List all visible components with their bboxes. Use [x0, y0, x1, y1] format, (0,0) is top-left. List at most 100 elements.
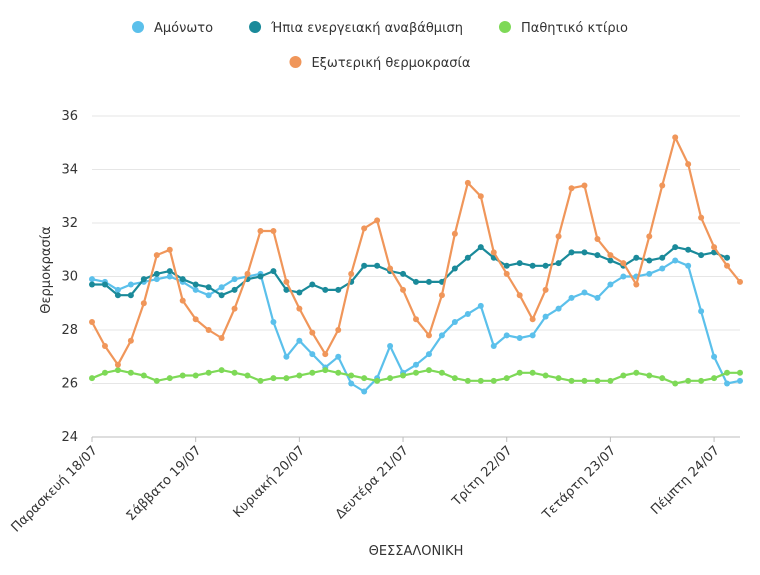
data-point [646, 372, 653, 379]
data-point [646, 257, 653, 264]
data-point [335, 353, 342, 360]
data-point [607, 252, 614, 259]
grid-lines [92, 115, 740, 438]
legend-label: Παθητικό κτίριο [521, 21, 628, 36]
data-point [322, 367, 329, 374]
data-point [555, 260, 562, 267]
data-point [400, 286, 407, 293]
legend-label: Ήπια ενεργειακή αναβάθμιση [270, 21, 463, 36]
data-point [89, 375, 95, 382]
data-point [309, 369, 316, 376]
data-point [659, 375, 666, 382]
series-line [91, 136, 741, 366]
data-point [205, 284, 212, 291]
data-point [490, 377, 497, 384]
legend: Αμόνωτο Ήπια ενεργειακή αναβάθμιση Παθητικ… [132, 21, 628, 71]
data-point [503, 262, 510, 269]
data-point [516, 292, 523, 299]
data-point [581, 249, 588, 256]
data-point [361, 262, 368, 269]
data-point [672, 257, 679, 264]
data-point [607, 257, 614, 264]
x-tick-label: Τρίτη 22/07 [449, 443, 516, 510]
data-point [348, 270, 355, 277]
data-point [205, 292, 212, 299]
data-point [542, 313, 549, 320]
data-point [724, 254, 731, 261]
data-point [464, 310, 471, 317]
data-point [296, 305, 303, 312]
data-point [711, 353, 718, 360]
y-tick-label: 26 [61, 377, 78, 392]
data-point [374, 377, 381, 384]
data-point [685, 246, 692, 253]
data-point [633, 369, 640, 376]
data-point [257, 377, 264, 384]
data-point [179, 297, 186, 304]
data-point [451, 265, 458, 272]
y-tick-label: 24 [61, 430, 78, 445]
data-point [672, 380, 679, 387]
data-point [503, 375, 510, 382]
data-point [218, 292, 225, 299]
data-point [464, 179, 471, 186]
data-point [555, 233, 562, 240]
data-point [244, 372, 251, 379]
data-point [166, 268, 173, 275]
data-point [127, 337, 134, 344]
data-point [581, 182, 588, 189]
data-point [659, 254, 666, 261]
data-point [711, 244, 718, 251]
data-point [633, 254, 640, 261]
data-point [568, 185, 575, 192]
data-point [438, 332, 445, 339]
data-point [620, 372, 627, 379]
data-point [724, 369, 731, 376]
data-point [737, 369, 743, 376]
data-point [205, 369, 212, 376]
data-point [192, 286, 199, 293]
data-point [490, 249, 497, 256]
data-point [322, 351, 329, 358]
y-axis-label: Θερμοκρασία [39, 226, 54, 313]
data-point [503, 332, 510, 339]
data-point [309, 281, 316, 288]
data-point [425, 351, 432, 358]
data-point [477, 302, 484, 309]
data-point [244, 270, 251, 277]
data-point [542, 262, 549, 269]
data-point [296, 372, 303, 379]
data-point [153, 276, 160, 283]
data-point [205, 327, 212, 333]
data-point [568, 294, 575, 301]
data-point [620, 260, 627, 267]
data-point [296, 289, 303, 296]
y-tick-label: 36 [61, 109, 78, 124]
data-point [529, 332, 536, 339]
series [89, 367, 743, 387]
data-point [425, 367, 432, 374]
y-tick-label: 28 [61, 323, 78, 338]
data-point [101, 369, 108, 376]
data-point [218, 284, 225, 291]
data-point [192, 316, 199, 323]
y-axis-ticks: 24 26 28 30 32 34 36 [61, 109, 78, 445]
data-point [516, 260, 523, 267]
data-point [659, 265, 666, 272]
data-point [153, 270, 160, 277]
series [89, 134, 743, 368]
data-point [283, 286, 290, 293]
data-point [283, 278, 290, 285]
data-point [646, 270, 653, 277]
x-tick-label: Σάββατο 19/07 [124, 443, 205, 524]
data-point [737, 377, 743, 384]
data-point [542, 372, 549, 379]
data-point [114, 286, 121, 293]
data-point [231, 305, 238, 312]
data-point [581, 289, 588, 296]
data-point [529, 369, 536, 376]
data-point [568, 249, 575, 256]
data-point [335, 286, 342, 293]
x-axis-ticks: Παρασκευή 18/07 Σάββατο 19/07 Κυριακή 20/0… [9, 437, 723, 535]
legend-marker [498, 21, 511, 33]
